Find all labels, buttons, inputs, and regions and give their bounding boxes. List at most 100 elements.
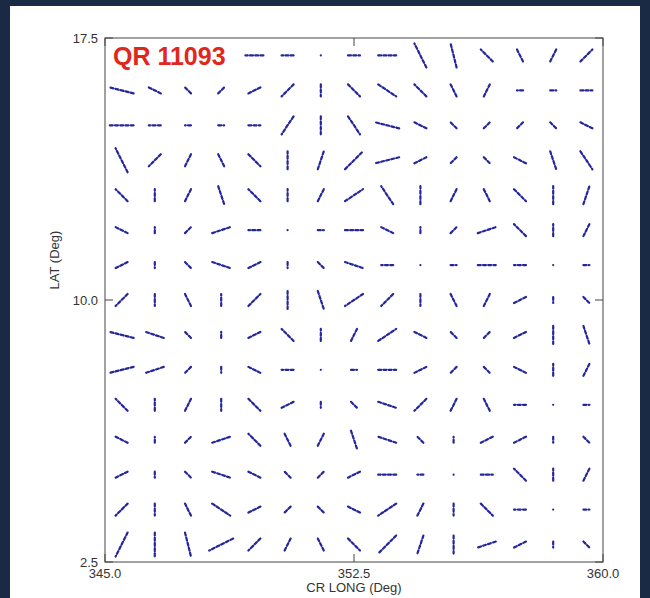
- vector: [451, 227, 457, 233]
- vector: [185, 332, 191, 338]
- vector: [478, 227, 496, 233]
- vector: [583, 509, 589, 511]
- vector: [348, 116, 360, 134]
- vector: [348, 54, 360, 56]
- vector: [484, 367, 490, 373]
- vector: [414, 43, 426, 67]
- vector: [375, 122, 399, 128]
- vector: [320, 116, 322, 134]
- vector: [248, 332, 260, 338]
- y-axis-title: LAT (Deg): [47, 231, 62, 290]
- x-tick-label: 352.5: [338, 566, 371, 581]
- vector: [451, 399, 457, 411]
- vector: [318, 151, 324, 169]
- vector: [378, 84, 396, 96]
- vector: [414, 122, 426, 128]
- vector: [220, 399, 222, 411]
- vector: [345, 294, 363, 306]
- vector: [583, 224, 589, 236]
- vector: [248, 434, 260, 446]
- vector: [451, 264, 457, 266]
- vector: [116, 399, 128, 411]
- vector: [185, 227, 191, 233]
- vector: [378, 54, 396, 56]
- vector: [550, 122, 556, 128]
- vector: [517, 49, 523, 61]
- vector: [248, 294, 260, 306]
- vector: [218, 186, 224, 204]
- vector: [514, 469, 526, 481]
- vector: [378, 474, 396, 476]
- vector: [282, 84, 294, 96]
- vector: [514, 404, 526, 406]
- vector: [381, 294, 393, 306]
- title-background: [106, 39, 232, 74]
- vector: [345, 262, 363, 268]
- x-tick: [354, 38, 355, 46]
- vector: [550, 49, 556, 61]
- vector: [417, 474, 423, 476]
- y-tick-label: 17.5: [73, 31, 98, 46]
- vector: [146, 367, 164, 373]
- vector: [185, 504, 191, 516]
- vector: [414, 332, 426, 338]
- vector: [285, 539, 291, 551]
- vector: [451, 122, 457, 128]
- vector: [351, 402, 357, 408]
- vector: [414, 157, 426, 163]
- vector: [514, 224, 526, 236]
- vector: [451, 332, 457, 338]
- vector: [218, 124, 224, 126]
- vector: [154, 437, 156, 443]
- vector: [552, 437, 554, 443]
- vector: [282, 54, 294, 56]
- vector: [580, 49, 592, 61]
- vector: [154, 533, 156, 557]
- vector: [453, 437, 455, 443]
- plot-frame: [105, 38, 603, 562]
- vector: [583, 264, 589, 266]
- vector: [154, 294, 156, 306]
- vector: [550, 151, 556, 169]
- vector: [484, 189, 490, 201]
- vector: [116, 294, 128, 306]
- vector: [478, 542, 496, 548]
- vector: [514, 332, 526, 338]
- vector: [381, 186, 393, 204]
- vector: [583, 186, 589, 204]
- vector: [583, 542, 589, 548]
- x-tick: [105, 38, 106, 46]
- vector: [245, 54, 263, 56]
- vector: [318, 507, 324, 513]
- vector: [348, 507, 360, 513]
- vector: [451, 84, 457, 96]
- vector: [583, 469, 589, 481]
- vector: [514, 542, 526, 548]
- vector: [318, 472, 324, 478]
- vector: [419, 294, 421, 306]
- vector: [320, 329, 322, 341]
- vector: [116, 437, 128, 443]
- vector: [220, 294, 222, 306]
- vector: [481, 437, 493, 443]
- vector: [320, 84, 322, 96]
- vector: [248, 87, 260, 93]
- vector: [481, 504, 493, 516]
- vector: [248, 229, 260, 231]
- vector: [248, 124, 260, 126]
- vector: [320, 402, 322, 408]
- vector: [517, 89, 523, 91]
- vector: [552, 364, 554, 376]
- vector: [212, 437, 230, 443]
- vector: [220, 332, 222, 338]
- vector-field: [110, 43, 593, 556]
- vector: [451, 157, 457, 163]
- vector: [453, 504, 455, 516]
- vector: [116, 262, 128, 268]
- vector: [248, 539, 260, 551]
- y-tick: [105, 38, 113, 39]
- vector: [451, 189, 457, 201]
- vector: [378, 437, 396, 443]
- vector: [378, 504, 396, 516]
- vector: [484, 84, 490, 96]
